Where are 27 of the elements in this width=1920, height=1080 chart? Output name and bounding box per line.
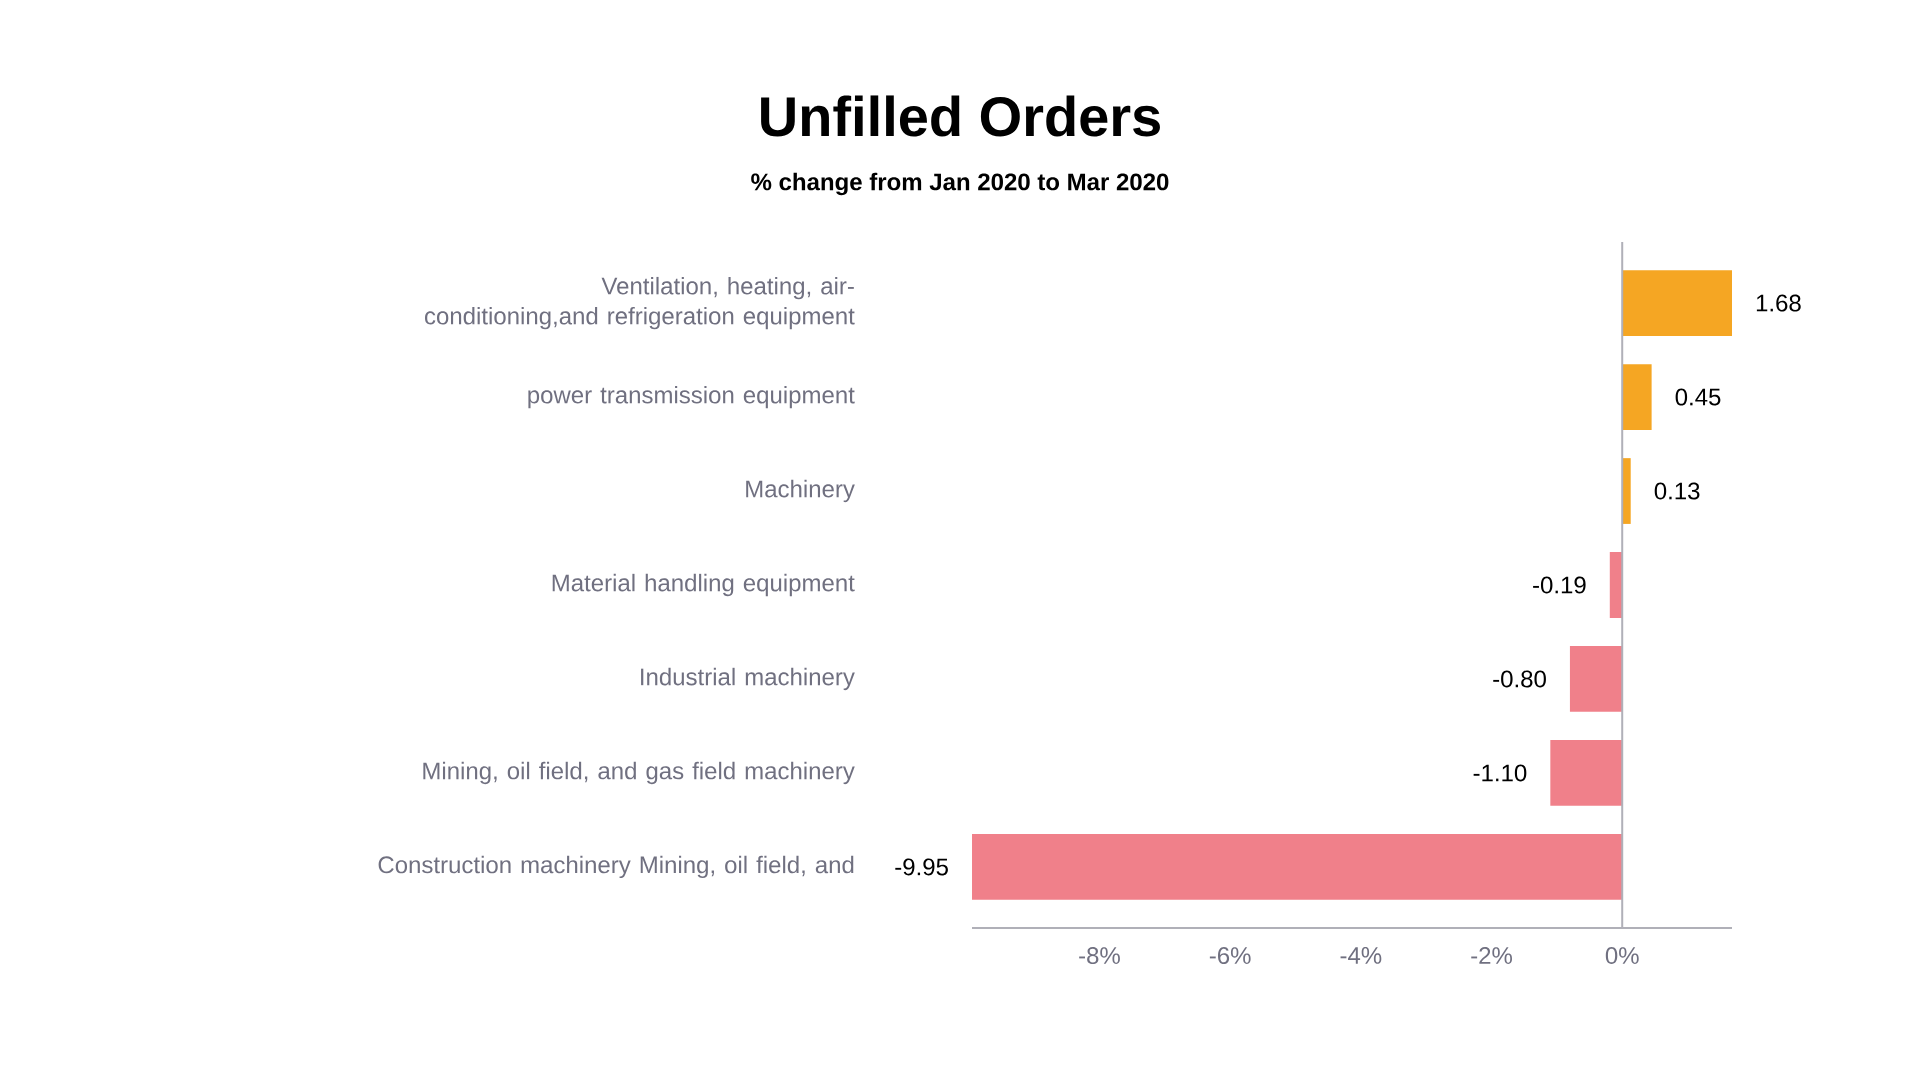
chart-title: Unfilled Orders [761, 95, 1160, 137]
y-tick-label: Ventilation, heating, air-conditioning,and refrigeration equipment [424, 276, 855, 330]
y-tick-label: Machinery [746, 479, 855, 503]
y-tick-label: Industrial machinery [641, 667, 855, 691]
x-tick-label: -6% [1209, 947, 1251, 965]
x-tick-label: -4% [1340, 947, 1382, 964]
data-label: -0.19 [1533, 576, 1586, 594]
bar [1622, 458, 1631, 524]
y-tick-label: Construction machinery Mining, oil field, and [378, 855, 854, 879]
data-label: 0.45 [1675, 388, 1721, 406]
y-tick-label: power transmission equipment [528, 385, 855, 409]
x-tick-label: -2% [1471, 947, 1512, 964]
chart-subtitle: % change from Jan 2020 to Mar 2020 [751, 172, 1169, 196]
data-label: -0.80 [1493, 670, 1546, 688]
bar [1550, 740, 1623, 806]
y-tick-label: Mining, oil field, and gas field machinery [423, 761, 855, 785]
bar [1622, 270, 1732, 336]
bar [1622, 364, 1652, 430]
data-label: 1.68 [1756, 294, 1801, 312]
data-label: 0.13 [1654, 482, 1700, 500]
data-label: -1.10 [1473, 764, 1527, 782]
y-tick-label: Material handling equipment [552, 573, 855, 597]
x-tick-label: 0% [1605, 947, 1639, 965]
bar [972, 834, 1623, 900]
x-tick-label: -8% [1079, 947, 1120, 965]
data-label: -9.95 [895, 858, 948, 876]
bar [1569, 646, 1623, 712]
